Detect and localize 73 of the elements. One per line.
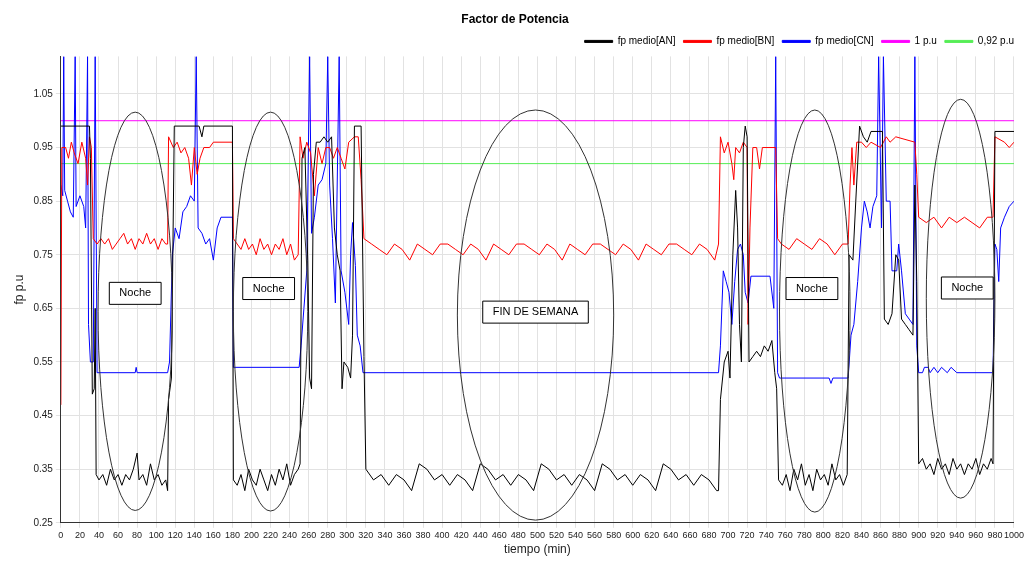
x-tick-label: 680 — [701, 529, 717, 540]
x-tick-label: 760 — [777, 529, 793, 540]
x-tick-label: 700 — [720, 529, 736, 540]
x-tick-label: 940 — [949, 529, 965, 540]
x-tick-label: 840 — [853, 529, 869, 540]
x-tick-label: 620 — [644, 529, 660, 540]
x-tick-label: 440 — [472, 529, 488, 540]
y-tick-label: 1.05 — [33, 87, 54, 99]
legend-label: fp medio[CN] — [815, 35, 874, 47]
annotation: FIN DE SEMANA — [492, 305, 579, 318]
legend-label: 0,92 p.u — [977, 35, 1015, 47]
x-tick-label: 400 — [434, 529, 450, 540]
annotation: Noche — [951, 281, 984, 294]
x-tick-label: 560 — [587, 529, 603, 540]
x-tick-label: 300 — [339, 529, 355, 540]
legend-label: fp medio[BN] — [716, 35, 775, 47]
x-tick-label: 480 — [510, 529, 526, 540]
x-tick-label: 40 — [93, 529, 104, 540]
x-tick-label: 820 — [834, 529, 850, 540]
x-tick-label: 280 — [320, 529, 336, 540]
x-tick-label: 260 — [301, 529, 317, 540]
x-tick-label: 740 — [758, 529, 774, 540]
y-tick-label: 0.55 — [33, 355, 54, 367]
x-tick-label: 780 — [796, 529, 812, 540]
x-tick-label: 800 — [815, 529, 831, 540]
x-tick-label: 580 — [606, 529, 622, 540]
x-tick-label: 900 — [911, 529, 927, 540]
chart-title: Factor de Potencia — [461, 11, 569, 26]
x-tick-label: 100 — [148, 529, 164, 540]
x-tick-label: 920 — [930, 529, 946, 540]
x-tick-label: 320 — [358, 529, 374, 540]
annotation: Noche — [119, 286, 152, 299]
annotation: Noche — [252, 281, 285, 294]
x-tick-label: 960 — [968, 529, 984, 540]
legend-label: 1 p.u — [914, 35, 937, 47]
x-tick-label: 420 — [453, 529, 469, 540]
x-tick-label: 220 — [263, 529, 279, 540]
y-axis-title: fp p.u — [11, 274, 26, 305]
y-tick-label: 0.65 — [33, 302, 54, 314]
x-tick-label: 60 — [113, 529, 124, 540]
annotation: Noche — [796, 281, 828, 294]
x-tick-label: 180 — [224, 529, 240, 540]
x-tick-label: 1000 — [1003, 529, 1024, 540]
x-tick-label: 340 — [377, 529, 393, 540]
x-tick-label: 640 — [663, 529, 679, 540]
x-tick-label: 980 — [987, 529, 1003, 540]
y-tick-label: 0.35 — [33, 462, 54, 474]
x-tick-label: 120 — [167, 529, 183, 540]
y-tick-label: 0.25 — [33, 516, 54, 528]
x-tick-label: 0 — [58, 529, 64, 540]
x-tick-label: 140 — [186, 529, 202, 540]
x-tick-label: 80 — [132, 529, 143, 540]
x-tick-label: 660 — [682, 529, 698, 540]
x-tick-label: 460 — [491, 529, 507, 540]
x-tick-label: 600 — [625, 529, 641, 540]
x-tick-label: 160 — [205, 529, 221, 540]
x-tick-label: 380 — [415, 529, 431, 540]
y-tick-label: 0.95 — [33, 141, 54, 153]
x-tick-label: 240 — [282, 529, 298, 540]
x-tick-label: 20 — [74, 529, 85, 540]
y-tick-label: 0.85 — [33, 194, 54, 206]
legend-label: fp medio[AN] — [617, 35, 676, 47]
y-tick-label: 0.45 — [33, 409, 54, 421]
x-tick-label: 720 — [739, 529, 755, 540]
x-tick-label: 520 — [548, 529, 564, 540]
x-tick-label: 540 — [568, 529, 584, 540]
x-tick-label: 860 — [873, 529, 889, 540]
x-tick-label: 360 — [396, 529, 412, 540]
x-tick-label: 880 — [892, 529, 908, 540]
x-tick-label: 200 — [243, 529, 259, 540]
x-tick-label: 500 — [529, 529, 545, 540]
y-tick-label: 0.75 — [33, 248, 54, 260]
x-axis-title: tiempo (min) — [504, 542, 571, 557]
